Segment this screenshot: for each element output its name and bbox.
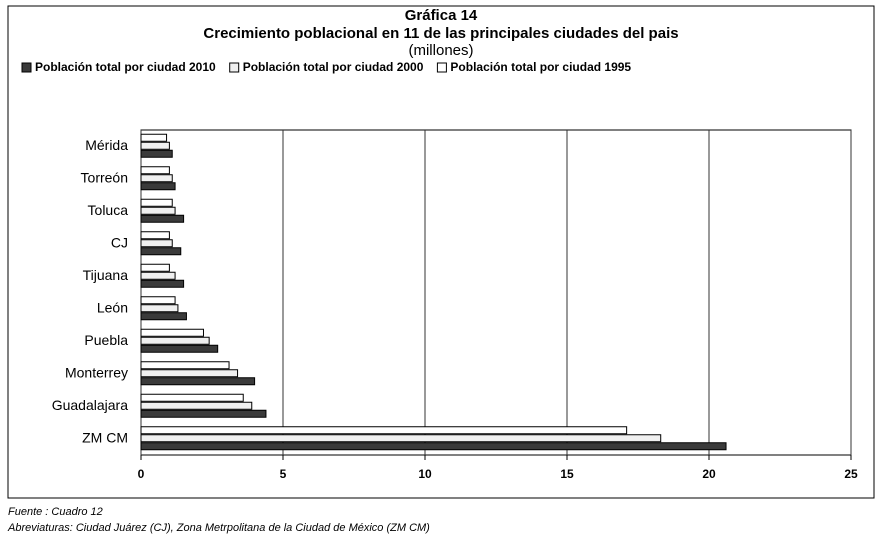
bar [140, 344, 219, 353]
bar [140, 133, 168, 142]
bar [140, 393, 244, 402]
bar [140, 401, 253, 410]
x-tick-label: 0 [138, 467, 145, 481]
bar [140, 141, 170, 150]
legend-label: Población total por ciudad 1995 [450, 60, 631, 74]
bar [140, 279, 185, 288]
bar [140, 271, 176, 280]
x-tick-label: 20 [702, 467, 716, 481]
y-tick-label: Mérida [85, 137, 128, 153]
chart-frame [7, 5, 875, 499]
legend-swatch [229, 62, 240, 73]
bar [140, 336, 210, 345]
bar [140, 434, 662, 443]
bar [140, 206, 176, 215]
y-tick-label: Toluca [88, 202, 129, 218]
bar [140, 442, 727, 451]
legend-swatch [21, 62, 32, 73]
bar [140, 198, 173, 207]
bar [140, 166, 170, 175]
y-tick-label: Monterrey [65, 364, 128, 380]
x-tick-label: 10 [418, 467, 432, 481]
bar [140, 174, 173, 183]
y-tick-label: León [97, 299, 128, 315]
legend-swatch [436, 62, 447, 73]
bar [140, 247, 182, 256]
chart-subtitle: Crecimiento poblacional en 11 de las pri… [203, 25, 678, 42]
bar [140, 426, 628, 435]
bar [140, 361, 230, 370]
bar [140, 263, 170, 272]
unit-label: (millones) [408, 42, 473, 59]
x-tick-label: 15 [560, 467, 574, 481]
y-tick-label: Torreón [81, 169, 128, 185]
y-tick-label: CJ [111, 234, 128, 250]
bar [140, 231, 170, 240]
bar [140, 328, 204, 337]
bar [140, 369, 239, 378]
y-tick-label: ZM CM [82, 429, 128, 445]
bar [140, 409, 267, 418]
y-tick-label: Tijuana [83, 267, 129, 283]
bar [140, 296, 176, 305]
bar [140, 214, 185, 223]
legend-label: Población total por ciudad 2000 [243, 60, 424, 74]
legend-label: Población total por ciudad 2010 [35, 60, 216, 74]
x-tick-label: 25 [844, 467, 858, 481]
bar [140, 182, 176, 191]
y-tick-label: Guadalajara [52, 397, 128, 413]
chart-title: Gráfica 14 [405, 7, 478, 24]
bar [140, 377, 256, 386]
source: Fuente : Cuadro 12 [8, 506, 103, 518]
x-tick-label: 5 [280, 467, 287, 481]
y-tick-label: Puebla [84, 332, 128, 348]
bar [140, 149, 173, 158]
bar [140, 312, 187, 321]
notes: Abreviaturas: Ciudad Juárez (CJ), Zona M… [7, 522, 430, 534]
bar [140, 239, 173, 248]
bar [140, 304, 179, 313]
